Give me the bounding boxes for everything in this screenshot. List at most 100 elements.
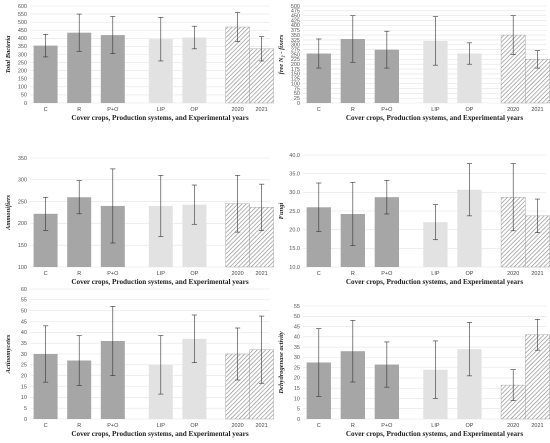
- y-tick-label: 45: [21, 319, 27, 325]
- y-tick-label: 325: [291, 38, 300, 44]
- y-tick-label: 450: [291, 14, 300, 20]
- y-tick-label: 35.0: [289, 171, 300, 177]
- chart-panel-1: 0 50 100 150 200 250 300 350 400 450 500 550 600 C R P+…: [5, 4, 274, 122]
- x-tick-label: 2020: [507, 107, 519, 113]
- y-tick-label: 100: [291, 81, 300, 87]
- x-tick-label: C: [44, 423, 48, 429]
- x-tick-label: P+O: [381, 423, 393, 429]
- y-tick-label: 40: [21, 330, 27, 336]
- y-tick-label: 300: [291, 43, 300, 49]
- y-tick-label: 45: [294, 324, 300, 330]
- y-tick-label: 200: [291, 62, 300, 68]
- y-tick-label: 500: [291, 4, 300, 10]
- x-tick-label: P+O: [107, 423, 119, 429]
- y-tick-label: 15: [21, 384, 27, 390]
- y-tick-label: 200: [18, 68, 27, 74]
- x-tick-label: 2020: [231, 107, 243, 113]
- x-tick-label: C: [317, 271, 321, 277]
- y-tick-label: 10.0: [289, 265, 300, 271]
- y-tick-label: 30.0: [289, 190, 300, 196]
- x-tick-label: OP: [465, 423, 473, 429]
- y-tick-label: 350: [18, 156, 27, 162]
- x-tick-label: P+O: [107, 271, 119, 277]
- y-tick-label: 150: [18, 243, 27, 249]
- y-tick-label: 5: [297, 407, 300, 413]
- x-axis-title: Cover crops, Production systems, and Exp…: [71, 430, 248, 438]
- y-tick-label: 50: [21, 93, 27, 99]
- y-tick-label: 20.0: [289, 227, 300, 233]
- y-tick-label: 10: [294, 396, 300, 402]
- x-tick-label: 2020: [231, 271, 243, 277]
- x-tick-label: OP: [190, 271, 198, 277]
- x-tick-label: 2021: [255, 107, 267, 113]
- y-tick-label: 250: [18, 199, 27, 205]
- y-tick-label: 350: [18, 44, 27, 50]
- y-tick-label: 20: [21, 373, 27, 379]
- x-tick-label: R: [77, 107, 81, 113]
- x-tick-label: 2021: [531, 107, 543, 113]
- x-tick-label: C: [317, 423, 321, 429]
- y-tick-label: 55: [21, 298, 27, 304]
- x-tick-label: P+O: [381, 107, 393, 113]
- y-tick-label: 300: [18, 52, 27, 58]
- y-tick-label: 25: [21, 363, 27, 369]
- y-tick-label: 475: [291, 9, 300, 15]
- x-tick-label: R: [351, 423, 355, 429]
- y-tick-label: 30: [294, 355, 300, 361]
- y-tick-label: 400: [291, 23, 300, 29]
- y-tick-label: 30: [21, 352, 27, 358]
- x-axis-title: Cover crops, Production systems, and Exp…: [71, 278, 248, 286]
- y-tick-label: 60: [21, 287, 27, 293]
- x-tick-label: R: [351, 107, 355, 113]
- y-tick-label: 400: [18, 36, 27, 42]
- x-tick-label: 2020: [231, 423, 243, 429]
- y-tick-label: 550: [18, 12, 27, 18]
- x-axis-title: Cover crops, Production systems, and Exp…: [346, 278, 523, 286]
- x-tick-label: 2021: [255, 271, 267, 277]
- x-axis-title: Cover crops, Production systems, and Exp…: [346, 114, 523, 122]
- y-tick-label: 35: [294, 345, 300, 351]
- x-tick-label: LIP: [431, 107, 440, 113]
- y-axis-title: Ammonifiers: [5, 195, 12, 232]
- y-tick-label: 600: [18, 4, 27, 10]
- y-tick-label: 15: [294, 386, 300, 392]
- x-tick-label: C: [44, 271, 48, 277]
- x-tick-label: R: [77, 423, 81, 429]
- y-tick-label: 175: [291, 67, 300, 73]
- y-tick-label: 15.0: [289, 246, 300, 252]
- y-tick-label: 250: [18, 60, 27, 66]
- x-tick-label: 2020: [507, 271, 519, 277]
- y-tick-label: 125: [291, 77, 300, 83]
- x-tick-label: R: [351, 271, 355, 277]
- chart-panel-2: 0255075100125150175200225250275300325350…: [278, 4, 550, 122]
- y-tick-label: 55: [294, 304, 300, 310]
- y-tick-label: 0: [24, 101, 27, 107]
- y-tick-label: 5: [24, 406, 27, 412]
- x-tick-label: OP: [465, 107, 473, 113]
- x-tick-label: C: [44, 107, 48, 113]
- y-tick-label: 100: [18, 265, 27, 271]
- x-tick-label: 2021: [255, 423, 267, 429]
- y-tick-label: 0: [297, 417, 300, 423]
- y-tick-label: 25: [294, 365, 300, 371]
- y-tick-label: 275: [291, 47, 300, 53]
- x-tick-label: LIP: [157, 107, 166, 113]
- chart-panel-6: 0 5 10 15 20 25 30 35 40 45 50 55 C R P+O LIP OP 2020 2021…: [278, 304, 550, 438]
- x-tick-label: OP: [465, 271, 473, 277]
- y-tick-label: 40.0: [289, 153, 300, 159]
- y-tick-label: 150: [291, 72, 300, 78]
- x-tick-label: OP: [190, 423, 198, 429]
- x-tick-label: LIP: [431, 271, 440, 277]
- y-tick-label: 25.0: [289, 209, 300, 215]
- x-tick-label: P+O: [381, 271, 393, 277]
- x-tick-label: 2021: [531, 271, 543, 277]
- chart-panel-3: 100 150 200 250 300 350 C R P+O LIP OP 2020 2021 Cove…: [5, 156, 274, 286]
- y-tick-label: 0: [24, 417, 27, 423]
- y-tick-label: 350: [291, 33, 300, 39]
- y-axis-title: Actinomycetes: [5, 334, 12, 374]
- x-axis-title: Cover crops, Production systems, and Exp…: [346, 430, 523, 438]
- y-tick-label: 150: [18, 77, 27, 83]
- y-tick-label: 250: [291, 52, 300, 58]
- y-tick-label: 75: [294, 86, 300, 92]
